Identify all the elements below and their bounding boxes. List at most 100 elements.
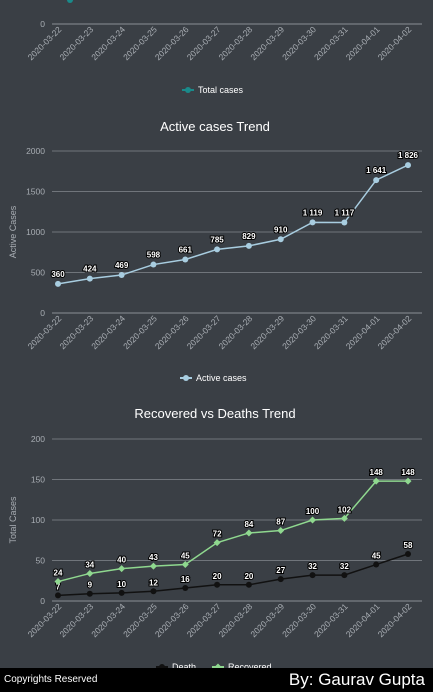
data-point-recovered: [340, 514, 348, 522]
legend-marker-death: [159, 664, 165, 668]
data-point-death: [86, 590, 93, 597]
data-label-death: 16: [181, 575, 190, 584]
data-label-active-cases: 1 119: [303, 208, 323, 217]
data-label-recovered: 72: [213, 530, 222, 539]
data-label-death: 32: [340, 562, 349, 571]
data-point-active-cases: [277, 236, 284, 243]
series-marker-total: [67, 0, 73, 3]
legend-label-active-cases: Active cases: [196, 373, 247, 383]
data-point-death: [341, 572, 348, 579]
x-tick-label: 2020-04-02: [376, 313, 414, 351]
y-tick-label: 150: [31, 475, 45, 485]
data-label-recovered: 43: [149, 553, 158, 562]
data-label-death: 20: [213, 572, 222, 581]
y-tick-label: 0: [40, 308, 45, 318]
data-label-death: 27: [276, 566, 285, 575]
data-label-active-cases: 469: [115, 261, 129, 270]
total-cases-chart: 02020-03-222020-03-232020-03-242020-03-2…: [26, 0, 422, 95]
data-label-recovered: 100: [306, 507, 320, 516]
y-tick-label: 0: [40, 19, 45, 29]
data-point-recovered: [86, 569, 94, 577]
data-label-recovered: 102: [338, 505, 352, 514]
data-label-death: 12: [149, 578, 158, 587]
y-axis-title: Active Cases: [8, 205, 18, 258]
data-point-death: [373, 561, 380, 568]
data-label-death: 10: [117, 580, 126, 589]
data-point-active-cases: [150, 261, 157, 268]
charts-canvas: 02020-03-222020-03-232020-03-242020-03-2…: [8, 0, 422, 668]
footer: Copyrights Reserved By: Gaurav Gupta: [0, 668, 433, 692]
data-label-active-cases: 424: [83, 265, 97, 274]
data-point-recovered: [277, 527, 285, 535]
data-point-active-cases: [214, 246, 221, 253]
data-point-active-cases: [86, 275, 93, 282]
legend-label-recovered: Recovered: [228, 662, 272, 668]
legend-label-total-cases: Total cases: [198, 85, 244, 95]
y-tick-label: 50: [36, 556, 46, 566]
data-point-death: [214, 581, 221, 588]
data-label-active-cases: 785: [210, 235, 224, 244]
data-label-recovered: 24: [54, 569, 63, 578]
data-point-death: [277, 576, 284, 583]
data-point-recovered: [181, 561, 189, 569]
data-label-active-cases: 1 641: [366, 166, 387, 175]
series-line-active-cases: [57, 164, 409, 285]
data-point-recovered: [245, 529, 253, 537]
data-point-active-cases: [309, 219, 316, 226]
series-line-death: [57, 553, 409, 597]
legend-marker-active-cases: [183, 375, 189, 381]
data-label-recovered: 148: [401, 468, 415, 477]
data-point-death: [182, 585, 189, 592]
data-label-death: 58: [404, 541, 413, 550]
data-point-death: [150, 588, 157, 595]
data-label-active-cases: 1 117: [335, 209, 355, 218]
data-point-active-cases: [341, 219, 348, 226]
data-point-active-cases: [118, 272, 125, 279]
data-point-recovered: [404, 477, 412, 485]
y-tick-label: 200: [31, 434, 45, 444]
copyright-text: Copyrights Reserved: [4, 674, 98, 685]
data-point-active-cases: [373, 177, 380, 184]
legend-marker-total-cases: [185, 87, 191, 93]
data-label-active-cases: 829: [242, 232, 256, 241]
data-point-recovered: [54, 578, 62, 586]
y-axis-title: Total Cases: [8, 496, 18, 544]
data-point-recovered: [149, 562, 157, 570]
data-point-active-cases: [405, 162, 411, 169]
data-label-death: 32: [308, 562, 317, 571]
data-point-recovered: [372, 477, 380, 485]
data-point-death: [245, 581, 252, 588]
recovered-deaths-chart: 0 50 100 150 200 Total Cases 7 9 10 12 16 20 20 27 32 3…: [8, 434, 422, 668]
data-point-recovered: [309, 516, 317, 524]
data-label-recovered: 40: [117, 556, 126, 565]
legend-label-death: Death: [172, 662, 196, 668]
data-point-recovered: [213, 539, 221, 547]
data-point-death: [55, 592, 61, 599]
data-label-recovered: 87: [276, 518, 285, 527]
data-label-death: 9: [88, 581, 93, 590]
recovered-deaths-chart-title: Recovered vs Deaths Trend: [134, 406, 295, 421]
data-point-active-cases: [245, 242, 252, 249]
data-point-active-cases: [182, 256, 189, 263]
data-label-recovered: 148: [370, 468, 384, 477]
data-label-recovered: 34: [85, 560, 94, 569]
data-point-active-cases: [55, 280, 61, 287]
y-tick-label: 0: [40, 596, 45, 606]
data-label-active-cases: 661: [179, 245, 193, 254]
legend-marker-recovered: [214, 663, 222, 668]
data-label-death: 20: [244, 572, 253, 581]
y-tick-label: 1000: [26, 227, 45, 237]
y-tick-label: 1500: [26, 187, 45, 197]
data-point-death: [405, 551, 411, 558]
data-label-active-cases: 360: [51, 270, 65, 279]
data-point-death: [309, 572, 316, 579]
series-line-recovered: [57, 480, 408, 583]
data-label-death: 7: [56, 582, 61, 591]
y-tick-label: 500: [31, 268, 45, 278]
x-tick-label: 2020-04-02: [376, 601, 414, 639]
active-chart-title: Active cases Trend: [160, 119, 270, 134]
data-point-death: [118, 589, 125, 596]
data-label-recovered: 45: [181, 552, 190, 561]
data-label-recovered: 84: [244, 520, 253, 529]
y-tick-label: 100: [31, 515, 45, 525]
